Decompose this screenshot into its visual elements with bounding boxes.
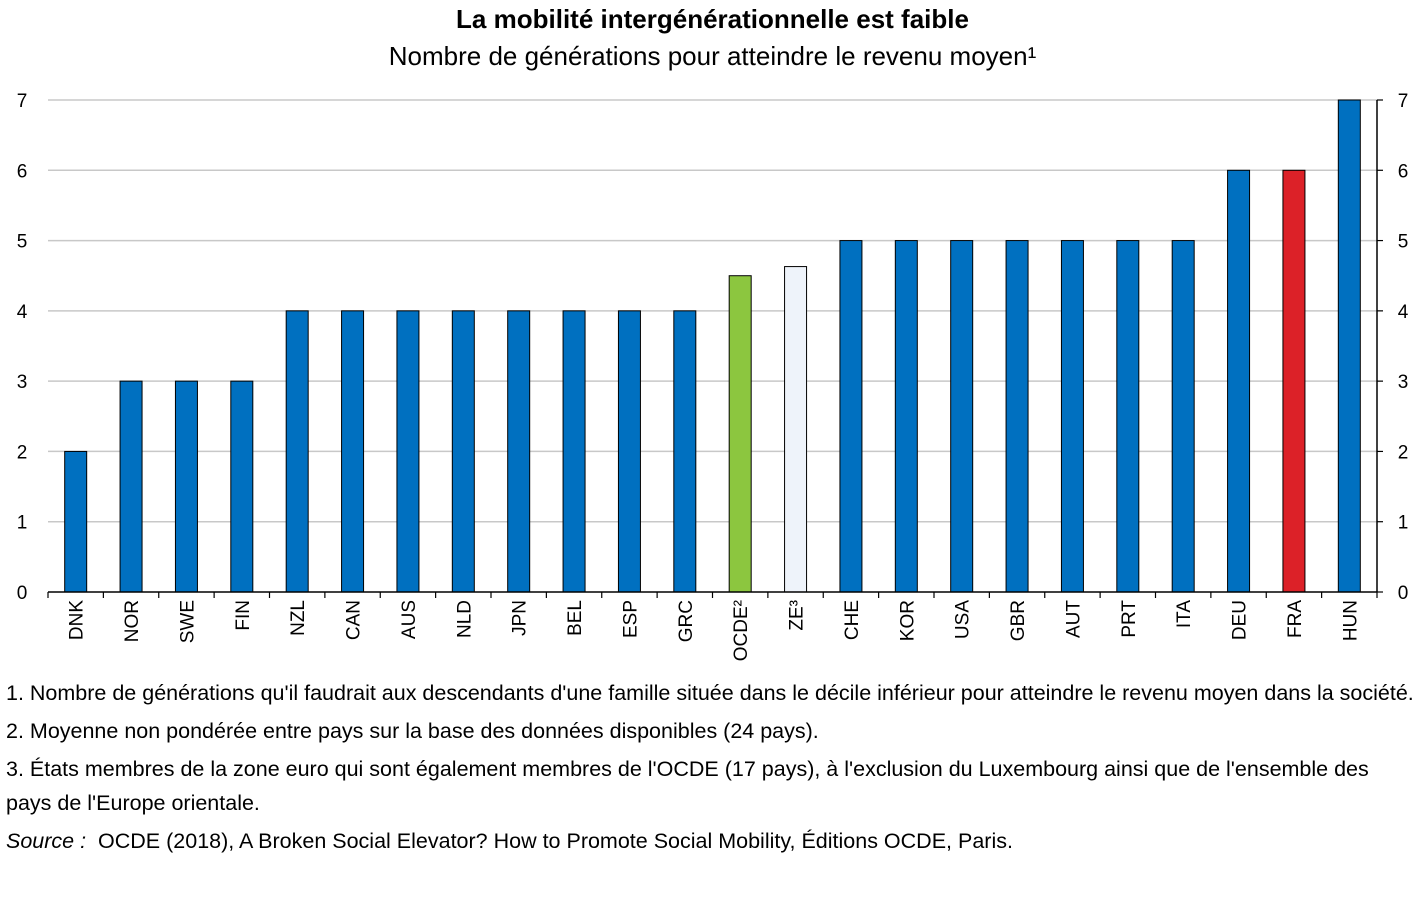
x-tick-label: HUN — [1340, 600, 1361, 641]
bars — [64, 99, 1361, 593]
x-tick-label: PRT — [1119, 600, 1140, 638]
y-tick-label-left: 2 — [17, 442, 28, 463]
x-tick-label: ZE³ — [787, 600, 808, 631]
y-tick-label-right: 7 — [1398, 91, 1409, 112]
bar-grc — [673, 310, 697, 593]
bar-jpn — [507, 310, 531, 593]
y-tick-label-right: 6 — [1398, 161, 1409, 182]
bar-che — [839, 240, 863, 593]
source-text: OCDE (2018), A Broken Social Elevator? H… — [98, 829, 1013, 853]
y-tick-label-left: 0 — [17, 583, 28, 604]
footnote-1: 1. Nombre de générations qu'il faudrait … — [6, 681, 1414, 705]
y-tick-label-right: 0 — [1398, 583, 1409, 604]
y-tick-label-right: 5 — [1398, 232, 1409, 253]
bar-deu — [1227, 169, 1251, 593]
y-axis-left: 0 1 2 3 4 5 6 7 — [17, 91, 28, 604]
bar-fin — [230, 380, 254, 593]
bar-hun — [1337, 99, 1361, 593]
bar-aut — [1060, 240, 1084, 593]
x-tick-label: ESP — [620, 600, 641, 638]
x-tick-label: NOR — [122, 600, 143, 642]
bar-esp — [617, 310, 641, 593]
bar-ita — [1171, 240, 1195, 593]
x-axis-labels: DNK NOR SWE FIN NZL CAN AUS NLD JPN BEL ESP GRC OCDE… — [67, 600, 1362, 662]
axes — [47, 99, 1383, 598]
bar-ocde — [728, 275, 752, 593]
x-tick-label: CAN — [344, 600, 365, 640]
x-tick-label: FRA — [1285, 600, 1306, 638]
source-line: Source : OCDE (2018), A Broken Social El… — [6, 824, 1418, 858]
y-axis-right: 0 1 2 3 4 5 6 7 — [1398, 91, 1409, 604]
x-tick-label: KOR — [897, 600, 918, 641]
bar-aus — [396, 310, 420, 593]
x-tick-label: NLD — [454, 600, 475, 638]
x-tick-label: JPN — [510, 600, 531, 636]
x-tick-label: GBR — [1008, 600, 1029, 641]
footnote-2: 2. Moyenne non pondérée entre pays sur l… — [6, 719, 819, 743]
y-tick-label-left: 5 — [17, 232, 28, 253]
x-tick-label: CHE — [842, 600, 863, 640]
x-tick-label: USA — [953, 600, 974, 639]
x-tick-label: DNK — [67, 600, 88, 640]
bar-usa — [950, 240, 974, 593]
chart-title: La mobilité intergénérationnelle est fai… — [456, 4, 969, 34]
y-tick-label-right: 1 — [1398, 513, 1409, 534]
source-label: Source : — [6, 829, 87, 853]
bar-nld — [451, 310, 475, 593]
x-tick-label: SWE — [177, 600, 198, 643]
gridlines — [48, 99, 1377, 523]
bar-chart: 0 1 2 3 4 5 6 7 0 1 2 3 4 5 6 7 DNK NOR SWE FIN NZL CAN AUS N… — [17, 91, 1409, 662]
y-tick-label-left: 1 — [17, 513, 28, 534]
bar-can — [341, 310, 365, 593]
y-tick-label-left: 7 — [17, 91, 28, 112]
chart-subtitle: Nombre de générations pour atteindre le … — [388, 41, 1037, 71]
x-tick-label: NZL — [288, 600, 309, 636]
x-tick-label: BEL — [565, 600, 586, 636]
bar-nor — [119, 380, 143, 593]
x-tick-label: ITA — [1174, 600, 1195, 628]
bar-prt — [1116, 240, 1140, 593]
bar-bel — [562, 310, 586, 593]
x-tick-label: DEU — [1230, 600, 1251, 640]
bar-gbr — [1005, 240, 1029, 593]
y-tick-label-right: 3 — [1398, 372, 1409, 393]
bar-nzl — [285, 310, 309, 593]
y-tick-label-left: 4 — [17, 302, 28, 323]
bar-fra — [1282, 169, 1306, 593]
x-tick-label: FIN — [233, 600, 254, 631]
y-tick-label-left: 6 — [17, 161, 28, 182]
y-tick-label-right: 2 — [1398, 442, 1409, 463]
x-tick-label: OCDE² — [731, 600, 752, 661]
bar-kor — [894, 240, 918, 593]
x-tick-label: AUT — [1063, 600, 1084, 638]
bar-ze — [784, 266, 808, 593]
y-tick-label-right: 4 — [1398, 302, 1409, 323]
bar-swe — [174, 380, 198, 593]
x-tick-label: GRC — [676, 600, 697, 642]
x-tick-label: AUS — [399, 600, 420, 639]
footnote-3: 3. États membres de la zone euro qui son… — [6, 757, 1369, 815]
footnotes: 1. Nombre de générations qu'il faudrait … — [6, 676, 1418, 858]
y-tick-label-left: 3 — [17, 372, 28, 393]
bar-dnk — [64, 450, 88, 593]
